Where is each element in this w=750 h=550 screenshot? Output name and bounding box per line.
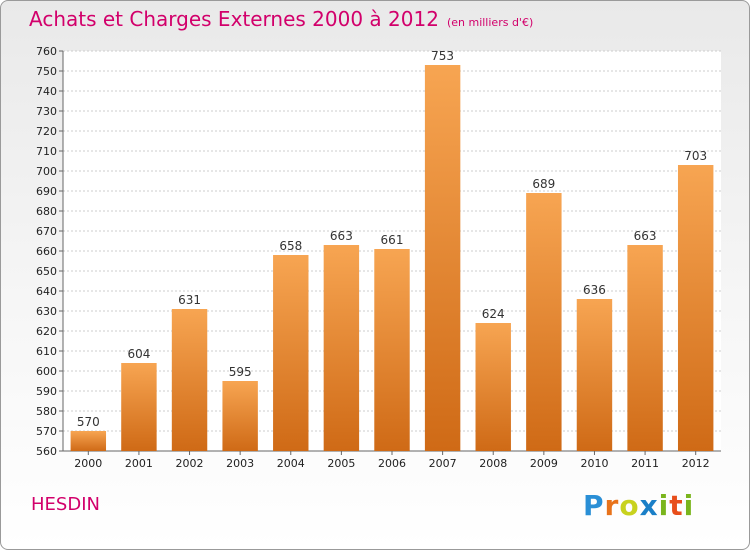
data-label: 658 (279, 239, 302, 253)
bar (677, 165, 714, 451)
x-tick-label: 2009 (530, 457, 558, 470)
y-tick-label: 720 (36, 125, 57, 138)
bar (70, 431, 107, 451)
y-tick-label: 680 (36, 205, 57, 218)
data-label: 570 (77, 415, 100, 429)
y-tick-label: 740 (36, 85, 57, 98)
data-label: 624 (482, 307, 505, 321)
x-tick-label: 2007 (429, 457, 457, 470)
bar (424, 65, 461, 451)
x-tick-label: 2011 (631, 457, 659, 470)
data-label: 703 (684, 149, 707, 163)
y-tick-label: 700 (36, 165, 57, 178)
bar (627, 245, 663, 451)
chart-title-text: Achats et Charges Externes 2000 à 2012 (29, 7, 439, 31)
y-tick-label: 690 (36, 185, 57, 198)
proxiti-logo: Proxiti (583, 489, 694, 522)
bar (323, 245, 360, 451)
y-tick-label: 610 (36, 345, 57, 358)
y-tick-label: 570 (36, 425, 57, 438)
logo-letter: i (683, 489, 695, 522)
bar (171, 309, 208, 451)
logo-letter: r (604, 489, 620, 522)
chart-subtitle: (en milliers d'€) (446, 16, 534, 29)
y-tick-label: 670 (36, 225, 57, 238)
y-tick-label: 750 (36, 65, 57, 78)
chart-title: Achats et Charges Externes 2000 à 2012 (e… (29, 7, 533, 31)
x-tick-label: 2006 (378, 457, 406, 470)
bar (121, 363, 157, 451)
y-tick-label: 730 (36, 105, 57, 118)
logo-letter: x (639, 489, 659, 522)
commune-name: HESDIN (31, 494, 100, 515)
logo-letter: o (619, 489, 640, 522)
x-tick-label: 2010 (580, 457, 608, 470)
data-label: 604 (127, 347, 150, 361)
x-tick-label: 2005 (327, 457, 355, 470)
bar (222, 381, 258, 451)
value-labels: 570 604 631 595 658 663 661 753 624 689 636 663 703 (77, 49, 707, 429)
x-tick-label: 2000 (74, 457, 102, 470)
y-tick-label: 760 (36, 45, 57, 58)
x-tick-label: 2004 (277, 457, 305, 470)
y-tick-label: 620 (36, 325, 57, 338)
y-axis: 560 570 580 590 600 610 620 630 640 650 660 670 680 6… (36, 45, 721, 458)
data-label: 631 (178, 293, 201, 307)
bar (374, 249, 410, 451)
bars (70, 65, 714, 451)
bar (576, 299, 613, 451)
y-tick-label: 600 (36, 365, 57, 378)
data-label: 663 (634, 229, 657, 243)
y-tick-label: 560 (36, 445, 57, 458)
data-label: 689 (532, 177, 555, 191)
x-tick-label: 2003 (226, 457, 254, 470)
y-tick-label: 660 (36, 245, 57, 258)
data-label: 636 (583, 283, 606, 297)
y-tick-label: 630 (36, 305, 57, 318)
y-tick-label: 640 (36, 285, 57, 298)
data-label: 753 (431, 49, 454, 63)
data-label: 663 (330, 229, 353, 243)
bar (475, 323, 511, 451)
x-axis: 2000 2001 2002 2003 2004 2005 2006 2007 2008 2009… (74, 451, 710, 470)
y-tick-label: 650 (36, 265, 57, 278)
x-tick-label: 2012 (682, 457, 710, 470)
bar (273, 255, 309, 451)
y-tick-label: 590 (36, 385, 57, 398)
data-label: 595 (229, 365, 252, 379)
logo-letter: i (658, 489, 670, 522)
logo-letter: t (669, 489, 684, 522)
x-tick-label: 2002 (176, 457, 204, 470)
y-tick-label: 580 (36, 405, 57, 418)
logo-letter: P (583, 489, 605, 522)
bar (526, 193, 562, 451)
x-tick-label: 2008 (479, 457, 507, 470)
data-label: 661 (381, 233, 404, 247)
y-tick-label: 710 (36, 145, 57, 158)
x-tick-label: 2001 (125, 457, 153, 470)
